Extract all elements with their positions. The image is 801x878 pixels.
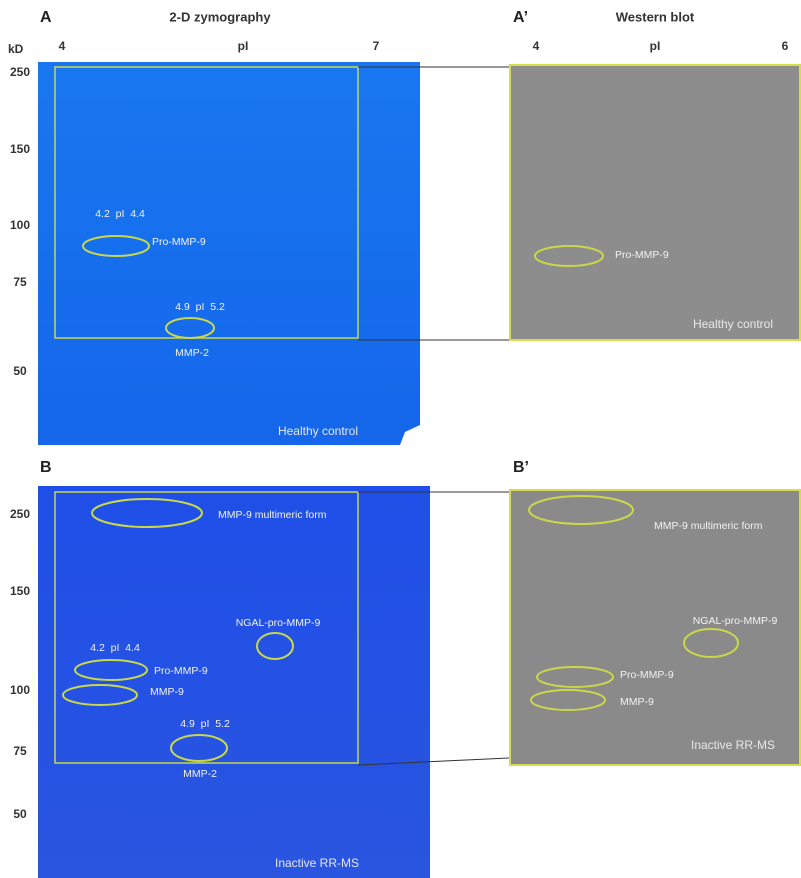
x-tick: pI [650, 39, 661, 53]
x-tick: 4 [533, 39, 540, 53]
gel-image [38, 486, 430, 878]
annotation: Pro-MMP-9 [620, 669, 674, 681]
annotation: MMP-9 [620, 696, 654, 708]
y-tick: 250 [10, 507, 30, 521]
y-tick: 50 [13, 364, 27, 378]
y-tick: 150 [10, 142, 30, 156]
y-tick: 150 [10, 584, 30, 598]
annotation: 4.2 pI 4.4 [90, 642, 140, 654]
panel-label: B [40, 459, 52, 476]
annotation: Pro-MMP-9 [154, 665, 208, 677]
y-tick: 100 [10, 218, 30, 232]
annotation: MMP-9 [150, 686, 184, 698]
y-tick: 250 [10, 65, 30, 79]
x-tick: pI [238, 39, 249, 53]
annotation: MMP-2 [183, 768, 217, 780]
condition-label: Inactive RR-MS [275, 856, 359, 870]
y-tick: 100 [10, 683, 30, 697]
blot-image [510, 65, 800, 340]
axis-label: kD [8, 42, 24, 56]
panel-label: A [40, 9, 52, 26]
x-tick: 7 [373, 39, 380, 53]
panel-title: Western blot [616, 9, 695, 24]
condition-label: Healthy control [693, 317, 773, 331]
annotation: NGAL-pro-MMP-9 [693, 615, 778, 627]
annotation: 4.2 pI 4.4 [95, 208, 145, 220]
panel-label: B’ [513, 459, 529, 476]
panel-label: A’ [513, 9, 528, 26]
x-tick: 4 [59, 39, 66, 53]
x-tick: 6 [782, 39, 789, 53]
y-tick: 50 [13, 807, 27, 821]
condition-label: Inactive RR-MS [691, 738, 775, 752]
annotation: 4.9 pI 5.2 [175, 301, 225, 313]
annotation: MMP-2 [175, 347, 209, 359]
y-tick: 75 [13, 275, 27, 289]
condition-label: Healthy control [278, 424, 358, 438]
annotation: Pro-MMP-9 [615, 249, 669, 261]
annotation: MMP-9 multimeric form [654, 520, 763, 532]
annotation: NGAL-pro-MMP-9 [236, 617, 321, 629]
figure: A 2-D zymography kD 4 pI 7 250 150 100 7… [0, 0, 801, 878]
y-tick: 75 [13, 744, 27, 758]
panel-title: 2-D zymography [169, 9, 271, 24]
annotation: 4.9 pI 5.2 [180, 718, 230, 730]
annotation: Pro-MMP-9 [152, 236, 206, 248]
annotation: MMP-9 multimeric form [218, 509, 327, 521]
